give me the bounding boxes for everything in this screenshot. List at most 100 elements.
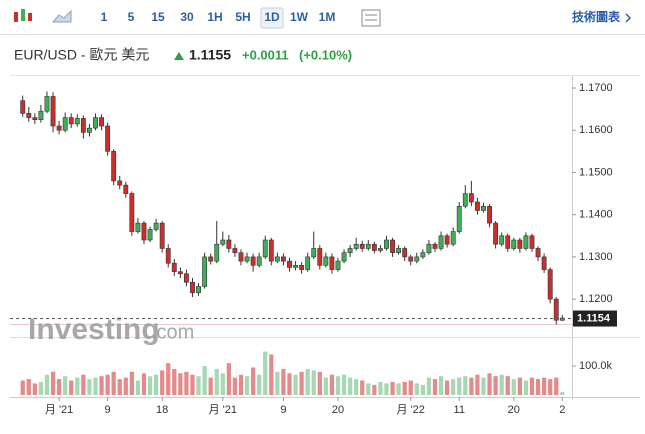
volume-bar — [487, 373, 492, 395]
watermark-suffix: .com — [151, 321, 194, 343]
candle-body — [475, 201, 480, 211]
candle-body — [287, 260, 292, 268]
candle-body — [450, 231, 456, 245]
candle-body — [390, 239, 395, 253]
volume-bar — [529, 377, 535, 395]
volume-bar — [354, 379, 359, 395]
candle-body — [202, 256, 208, 287]
volume-bar — [366, 383, 371, 395]
candle-body — [123, 184, 129, 194]
volume-bar — [505, 376, 510, 395]
last-price-label: 1.1154 — [577, 312, 611, 324]
volume-bar — [541, 377, 547, 395]
volume-bar — [493, 376, 498, 395]
candle-body — [250, 256, 256, 266]
candle-body — [44, 96, 50, 112]
y-tick-label: 1.1400 — [579, 209, 613, 221]
interval-button[interactable]: 5H — [235, 10, 250, 24]
interval-button[interactable]: 15 — [151, 10, 165, 24]
volume-bar — [420, 384, 425, 395]
candle-body — [517, 239, 523, 249]
candle-body — [56, 125, 62, 131]
volume-bar — [299, 371, 304, 395]
interval-button[interactable]: 1D — [264, 10, 280, 24]
area-icon[interactable] — [51, 9, 72, 23]
candle-body — [214, 243, 220, 262]
volume-bar — [75, 377, 80, 395]
volume-bar — [123, 377, 128, 395]
volume-bar — [105, 374, 110, 395]
candle-body — [462, 193, 468, 207]
volume-bar — [178, 373, 183, 395]
volume-bar — [196, 376, 201, 395]
candle-body — [183, 273, 189, 283]
volume-bar — [44, 374, 50, 395]
volume-bar — [517, 377, 522, 395]
candle-body — [408, 256, 414, 262]
volume-bar — [408, 380, 413, 395]
x-tick-label: 20 — [332, 404, 344, 416]
candle-body — [117, 180, 123, 186]
active-interval-box — [260, 7, 284, 29]
volume-bar — [402, 381, 407, 395]
interval-button[interactable]: 1M — [319, 10, 336, 24]
candle-body — [341, 252, 347, 262]
x-tick-label: 11 — [454, 404, 465, 416]
volume-bar — [523, 380, 529, 395]
volume-bar — [190, 374, 195, 395]
volume-bar — [360, 380, 365, 395]
candle-body — [444, 235, 450, 245]
volume-bar — [226, 363, 231, 395]
candle-body — [547, 269, 553, 300]
interval-button[interactable]: 1H — [207, 10, 222, 24]
candle-body — [487, 205, 492, 224]
candle-body — [335, 260, 341, 270]
volume-bar — [432, 379, 438, 395]
candle-body — [481, 205, 486, 211]
volume-bar — [372, 384, 377, 395]
volume-bar — [184, 371, 189, 395]
volume-bar — [20, 380, 25, 395]
candle-body — [129, 193, 135, 232]
volume-bar — [451, 379, 456, 395]
volume-bar — [317, 371, 322, 395]
candle-body — [153, 222, 159, 230]
volume-bar — [166, 363, 171, 395]
change-pct: (+0.10%) — [299, 47, 352, 62]
candle-body — [86, 127, 92, 133]
volume-bar — [111, 371, 116, 395]
candle-body — [147, 229, 153, 241]
candle-body — [553, 298, 559, 321]
candle-body — [365, 243, 371, 249]
link-arrow — [625, 13, 632, 23]
y-tick-label: 1.1500 — [579, 166, 613, 178]
volume-bar — [147, 376, 153, 395]
interval-button[interactable]: 1 — [101, 10, 108, 24]
volume-bar — [426, 377, 432, 395]
volume-bar — [311, 370, 316, 395]
volume-bar — [438, 376, 444, 395]
volume-bar — [50, 371, 56, 395]
candle-body — [371, 243, 377, 251]
volume-bar — [250, 367, 256, 395]
candle-body — [523, 235, 529, 249]
candle-body — [165, 248, 171, 264]
candle-body — [529, 235, 535, 249]
interval-button[interactable]: 1W — [290, 10, 309, 24]
candle-body — [511, 239, 517, 249]
tech-chart-link[interactable]: 技術圖表 — [572, 9, 621, 24]
volume-bar — [257, 374, 262, 395]
candle-icon[interactable] — [14, 9, 32, 22]
volume-bar — [63, 376, 68, 395]
x-tick-label: 9 — [105, 404, 111, 416]
volume-bar — [390, 381, 395, 395]
candle-body — [38, 110, 44, 120]
x-tick-label: 9 — [280, 404, 286, 416]
interval-button[interactable]: 30 — [180, 10, 194, 24]
indicator-icon[interactable] — [361, 9, 381, 27]
volume-bar — [281, 368, 286, 395]
candle-body — [396, 248, 402, 253]
candle-body — [505, 235, 511, 249]
volume-bar — [244, 376, 250, 395]
interval-button[interactable]: 5 — [128, 10, 135, 24]
